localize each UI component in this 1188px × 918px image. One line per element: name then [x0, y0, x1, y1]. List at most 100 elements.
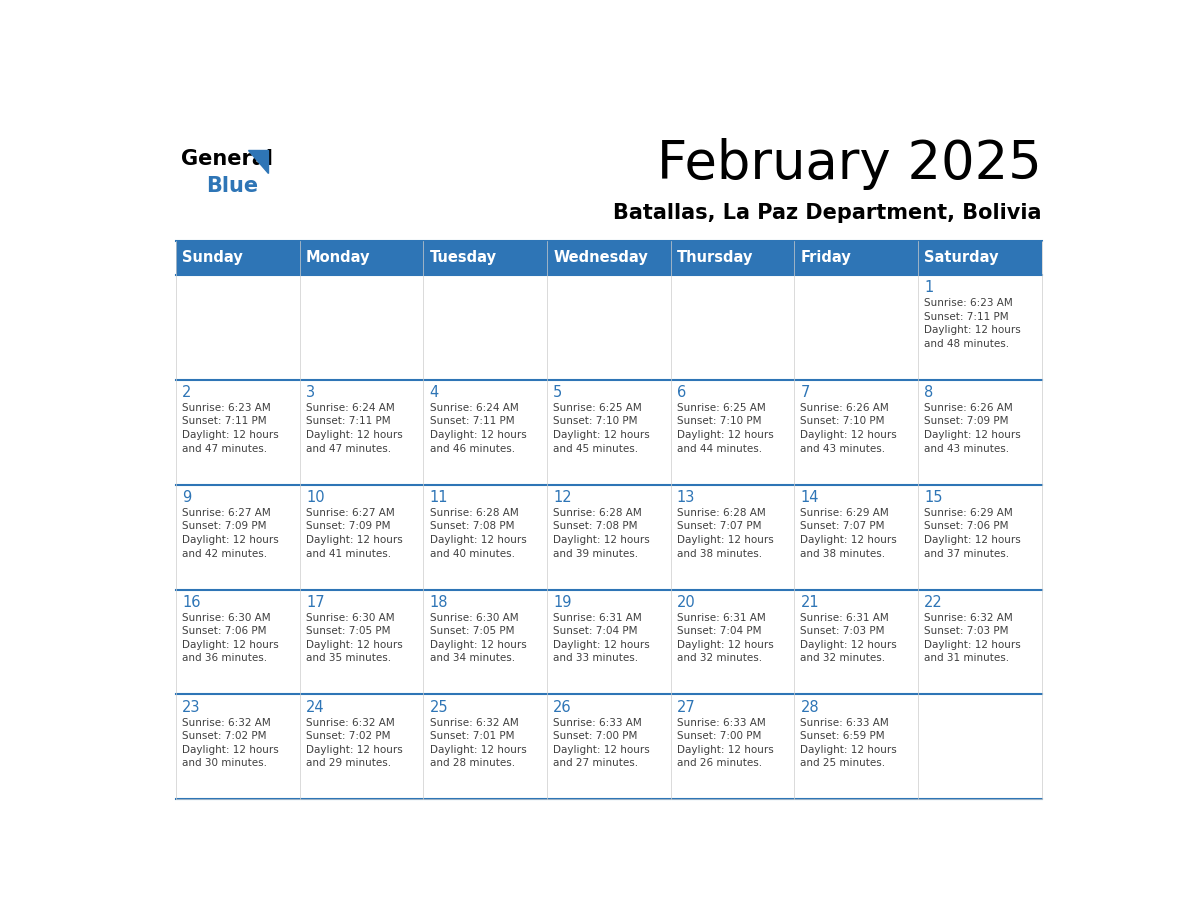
- Bar: [423, 380, 546, 485]
- Bar: [176, 241, 299, 274]
- Bar: [423, 694, 546, 800]
- Text: 25: 25: [430, 700, 448, 715]
- Bar: [423, 241, 546, 274]
- Text: Sunrise: 6:32 AM
Sunset: 7:02 PM
Daylight: 12 hours
and 29 minutes.: Sunrise: 6:32 AM Sunset: 7:02 PM Dayligh…: [307, 718, 403, 768]
- Text: Sunrise: 6:32 AM
Sunset: 7:01 PM
Daylight: 12 hours
and 28 minutes.: Sunrise: 6:32 AM Sunset: 7:01 PM Dayligh…: [430, 718, 526, 768]
- Text: 6: 6: [677, 385, 687, 400]
- Text: Sunrise: 6:24 AM
Sunset: 7:11 PM
Daylight: 12 hours
and 46 minutes.: Sunrise: 6:24 AM Sunset: 7:11 PM Dayligh…: [430, 403, 526, 453]
- Bar: [546, 485, 671, 589]
- Bar: [176, 380, 299, 485]
- Text: 9: 9: [182, 490, 191, 505]
- Text: Batallas, La Paz Department, Bolivia: Batallas, La Paz Department, Bolivia: [613, 204, 1042, 223]
- Text: Sunrise: 6:25 AM
Sunset: 7:10 PM
Daylight: 12 hours
and 44 minutes.: Sunrise: 6:25 AM Sunset: 7:10 PM Dayligh…: [677, 403, 773, 453]
- Text: February 2025: February 2025: [657, 139, 1042, 190]
- Bar: [918, 274, 1042, 380]
- Text: Sunrise: 6:27 AM
Sunset: 7:09 PM
Daylight: 12 hours
and 41 minutes.: Sunrise: 6:27 AM Sunset: 7:09 PM Dayligh…: [307, 508, 403, 558]
- Bar: [423, 485, 546, 589]
- Text: Sunrise: 6:30 AM
Sunset: 7:05 PM
Daylight: 12 hours
and 34 minutes.: Sunrise: 6:30 AM Sunset: 7:05 PM Dayligh…: [430, 612, 526, 664]
- Text: Sunrise: 6:28 AM
Sunset: 7:08 PM
Daylight: 12 hours
and 39 minutes.: Sunrise: 6:28 AM Sunset: 7:08 PM Dayligh…: [554, 508, 650, 558]
- Text: Sunrise: 6:23 AM
Sunset: 7:11 PM
Daylight: 12 hours
and 48 minutes.: Sunrise: 6:23 AM Sunset: 7:11 PM Dayligh…: [924, 298, 1020, 349]
- Bar: [918, 241, 1042, 274]
- Bar: [176, 694, 299, 800]
- Text: Sunday: Sunday: [182, 251, 244, 265]
- Text: Sunrise: 6:30 AM
Sunset: 7:06 PM
Daylight: 12 hours
and 36 minutes.: Sunrise: 6:30 AM Sunset: 7:06 PM Dayligh…: [182, 612, 279, 664]
- Text: Sunrise: 6:32 AM
Sunset: 7:03 PM
Daylight: 12 hours
and 31 minutes.: Sunrise: 6:32 AM Sunset: 7:03 PM Dayligh…: [924, 612, 1020, 664]
- Text: Sunrise: 6:28 AM
Sunset: 7:08 PM
Daylight: 12 hours
and 40 minutes.: Sunrise: 6:28 AM Sunset: 7:08 PM Dayligh…: [430, 508, 526, 558]
- Bar: [918, 485, 1042, 589]
- Text: Sunrise: 6:28 AM
Sunset: 7:07 PM
Daylight: 12 hours
and 38 minutes.: Sunrise: 6:28 AM Sunset: 7:07 PM Dayligh…: [677, 508, 773, 558]
- Text: Saturday: Saturday: [924, 251, 999, 265]
- Text: Sunrise: 6:23 AM
Sunset: 7:11 PM
Daylight: 12 hours
and 47 minutes.: Sunrise: 6:23 AM Sunset: 7:11 PM Dayligh…: [182, 403, 279, 453]
- Bar: [795, 241, 918, 274]
- Text: 18: 18: [430, 595, 448, 610]
- Bar: [423, 589, 546, 694]
- Text: Sunrise: 6:25 AM
Sunset: 7:10 PM
Daylight: 12 hours
and 45 minutes.: Sunrise: 6:25 AM Sunset: 7:10 PM Dayligh…: [554, 403, 650, 453]
- Bar: [795, 380, 918, 485]
- Text: Sunrise: 6:31 AM
Sunset: 7:03 PM
Daylight: 12 hours
and 32 minutes.: Sunrise: 6:31 AM Sunset: 7:03 PM Dayligh…: [801, 612, 897, 664]
- Bar: [795, 274, 918, 380]
- Text: Friday: Friday: [801, 251, 852, 265]
- Polygon shape: [248, 151, 268, 174]
- Text: 1: 1: [924, 280, 934, 295]
- Bar: [795, 485, 918, 589]
- Bar: [546, 274, 671, 380]
- Text: Wednesday: Wednesday: [554, 251, 647, 265]
- Bar: [918, 694, 1042, 800]
- Text: 20: 20: [677, 595, 696, 610]
- Text: 12: 12: [554, 490, 571, 505]
- Text: Tuesday: Tuesday: [430, 251, 497, 265]
- Bar: [671, 241, 795, 274]
- Text: 22: 22: [924, 595, 943, 610]
- Bar: [671, 485, 795, 589]
- Text: 23: 23: [182, 700, 201, 715]
- Text: 13: 13: [677, 490, 695, 505]
- Text: 21: 21: [801, 595, 819, 610]
- Text: Thursday: Thursday: [677, 251, 753, 265]
- Bar: [671, 589, 795, 694]
- Text: 28: 28: [801, 700, 819, 715]
- Bar: [299, 485, 423, 589]
- Bar: [299, 241, 423, 274]
- Text: Sunrise: 6:24 AM
Sunset: 7:11 PM
Daylight: 12 hours
and 47 minutes.: Sunrise: 6:24 AM Sunset: 7:11 PM Dayligh…: [307, 403, 403, 453]
- Text: Sunrise: 6:29 AM
Sunset: 7:07 PM
Daylight: 12 hours
and 38 minutes.: Sunrise: 6:29 AM Sunset: 7:07 PM Dayligh…: [801, 508, 897, 558]
- Text: 5: 5: [554, 385, 562, 400]
- Text: 11: 11: [430, 490, 448, 505]
- Text: Sunrise: 6:26 AM
Sunset: 7:10 PM
Daylight: 12 hours
and 43 minutes.: Sunrise: 6:26 AM Sunset: 7:10 PM Dayligh…: [801, 403, 897, 453]
- Text: 16: 16: [182, 595, 201, 610]
- Text: Sunrise: 6:30 AM
Sunset: 7:05 PM
Daylight: 12 hours
and 35 minutes.: Sunrise: 6:30 AM Sunset: 7:05 PM Dayligh…: [307, 612, 403, 664]
- Text: Sunrise: 6:33 AM
Sunset: 6:59 PM
Daylight: 12 hours
and 25 minutes.: Sunrise: 6:33 AM Sunset: 6:59 PM Dayligh…: [801, 718, 897, 768]
- Text: 24: 24: [307, 700, 324, 715]
- Text: 3: 3: [307, 385, 315, 400]
- Text: Monday: Monday: [307, 251, 371, 265]
- Text: Sunrise: 6:31 AM
Sunset: 7:04 PM
Daylight: 12 hours
and 33 minutes.: Sunrise: 6:31 AM Sunset: 7:04 PM Dayligh…: [554, 612, 650, 664]
- Text: 27: 27: [677, 700, 696, 715]
- Bar: [795, 589, 918, 694]
- Bar: [176, 589, 299, 694]
- Bar: [299, 694, 423, 800]
- Bar: [299, 274, 423, 380]
- Text: Sunrise: 6:29 AM
Sunset: 7:06 PM
Daylight: 12 hours
and 37 minutes.: Sunrise: 6:29 AM Sunset: 7:06 PM Dayligh…: [924, 508, 1020, 558]
- Bar: [299, 380, 423, 485]
- Text: 15: 15: [924, 490, 942, 505]
- Text: 19: 19: [554, 595, 571, 610]
- Bar: [546, 241, 671, 274]
- Bar: [671, 274, 795, 380]
- Text: 26: 26: [554, 700, 571, 715]
- Text: Blue: Blue: [207, 176, 259, 196]
- Text: Sunrise: 6:26 AM
Sunset: 7:09 PM
Daylight: 12 hours
and 43 minutes.: Sunrise: 6:26 AM Sunset: 7:09 PM Dayligh…: [924, 403, 1020, 453]
- Text: Sunrise: 6:31 AM
Sunset: 7:04 PM
Daylight: 12 hours
and 32 minutes.: Sunrise: 6:31 AM Sunset: 7:04 PM Dayligh…: [677, 612, 773, 664]
- Bar: [423, 274, 546, 380]
- Text: 14: 14: [801, 490, 819, 505]
- Bar: [671, 380, 795, 485]
- Bar: [299, 589, 423, 694]
- Text: 4: 4: [430, 385, 438, 400]
- Bar: [918, 380, 1042, 485]
- Bar: [176, 485, 299, 589]
- Bar: [671, 694, 795, 800]
- Text: Sunrise: 6:33 AM
Sunset: 7:00 PM
Daylight: 12 hours
and 26 minutes.: Sunrise: 6:33 AM Sunset: 7:00 PM Dayligh…: [677, 718, 773, 768]
- Bar: [918, 589, 1042, 694]
- Bar: [546, 380, 671, 485]
- Text: Sunrise: 6:33 AM
Sunset: 7:00 PM
Daylight: 12 hours
and 27 minutes.: Sunrise: 6:33 AM Sunset: 7:00 PM Dayligh…: [554, 718, 650, 768]
- Text: Sunrise: 6:32 AM
Sunset: 7:02 PM
Daylight: 12 hours
and 30 minutes.: Sunrise: 6:32 AM Sunset: 7:02 PM Dayligh…: [182, 718, 279, 768]
- Bar: [795, 694, 918, 800]
